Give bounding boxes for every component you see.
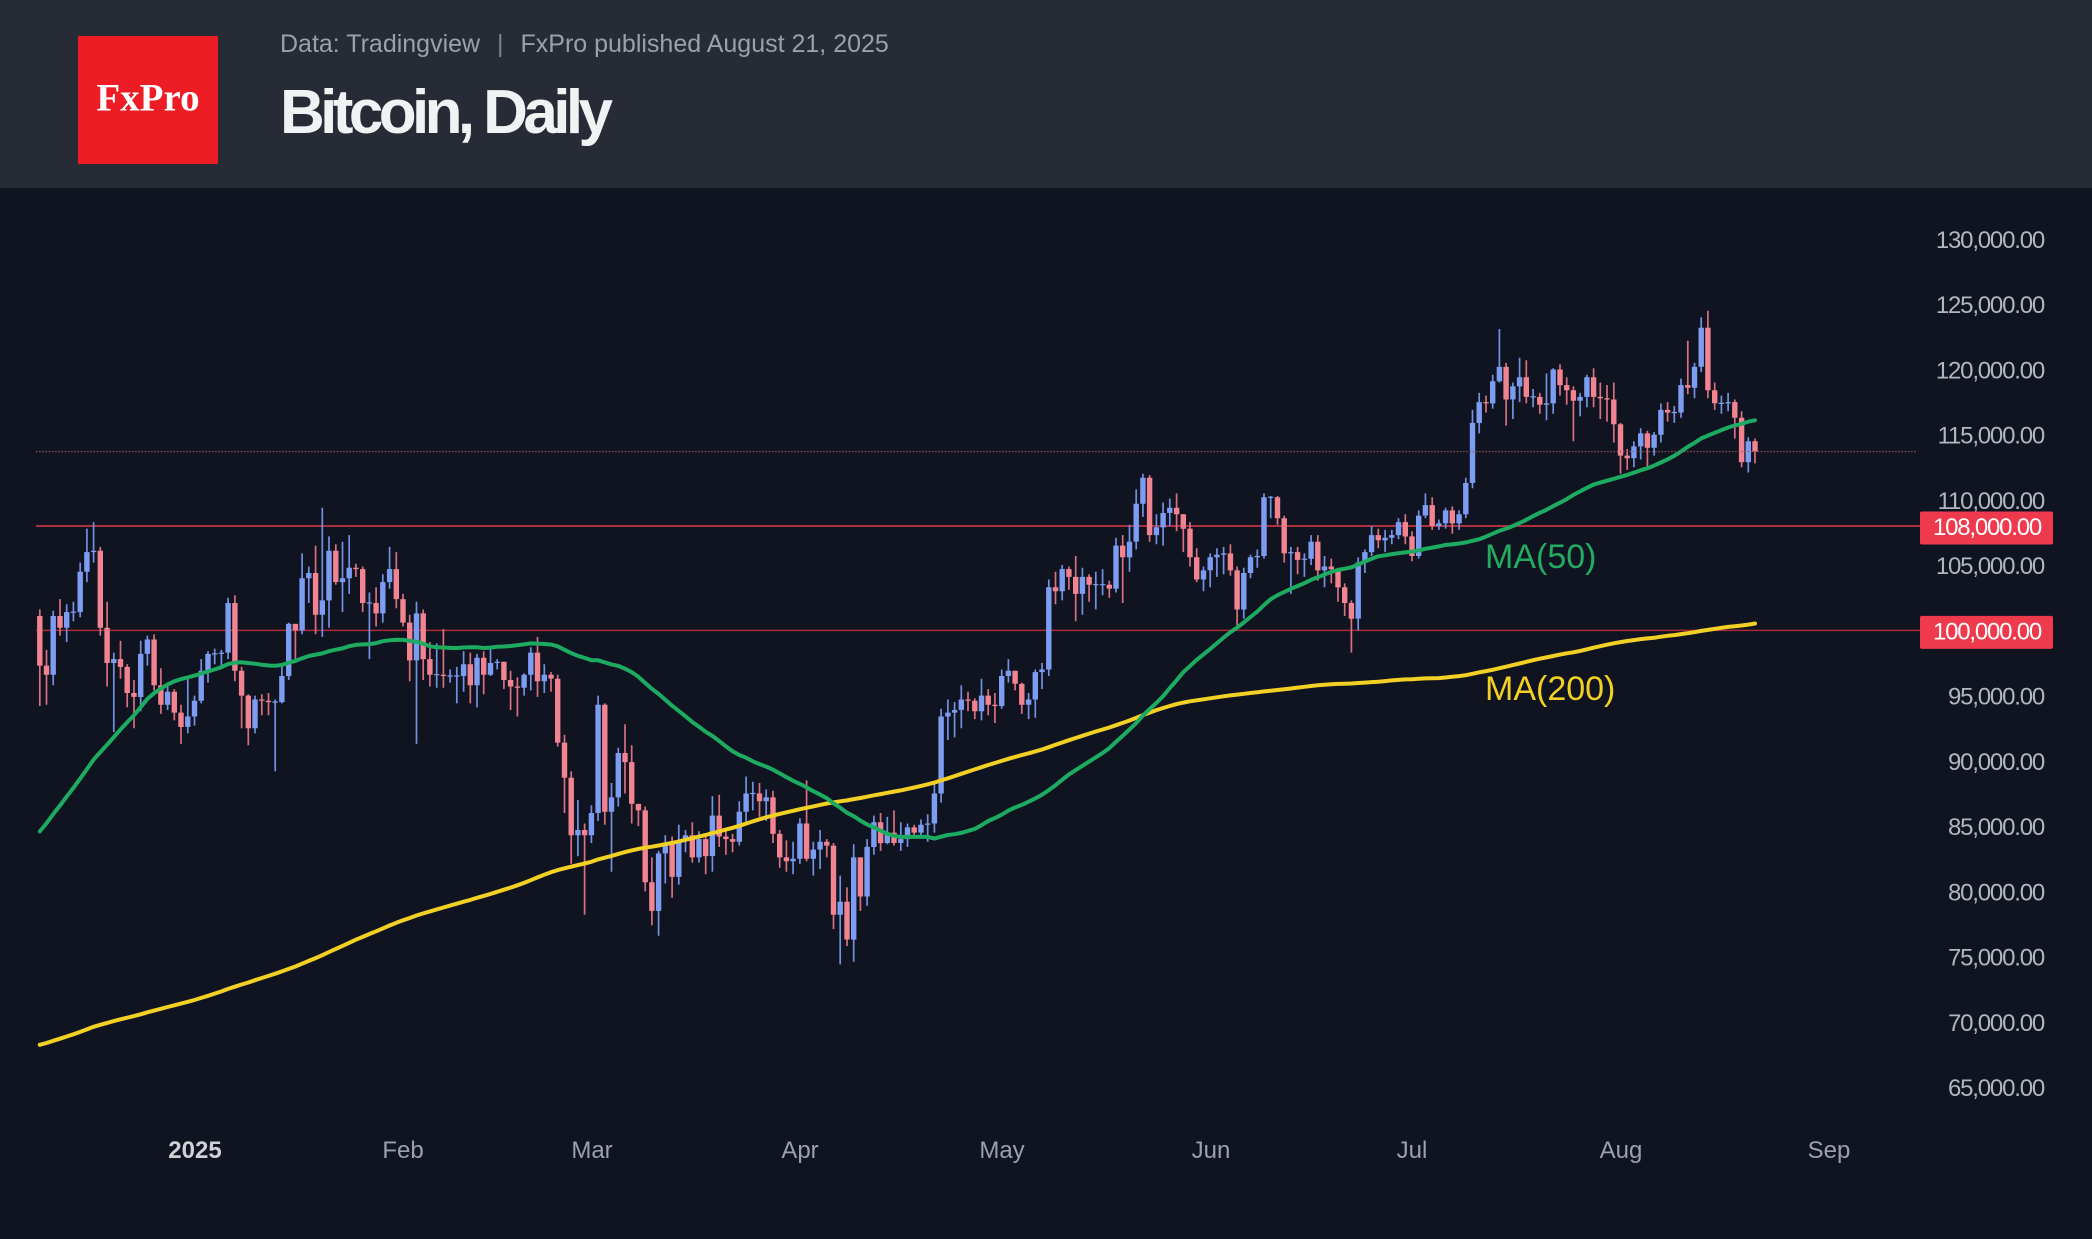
svg-text:100,000.00: 100,000.00 xyxy=(1933,618,2042,645)
svg-text:75,000.00: 75,000.00 xyxy=(1948,945,2045,972)
svg-text:115,000.00: 115,000.00 xyxy=(1938,423,2045,450)
svg-text:95,000.00: 95,000.00 xyxy=(1948,684,2045,711)
svg-text:Jul: Jul xyxy=(1397,1137,1428,1164)
svg-text:Feb: Feb xyxy=(382,1137,423,1164)
svg-text:125,000.00: 125,000.00 xyxy=(1936,292,2045,319)
svg-text:Jun: Jun xyxy=(1192,1137,1231,1164)
svg-text:Sep: Sep xyxy=(1808,1137,1851,1164)
svg-text:MA(50): MA(50) xyxy=(1485,538,1596,576)
svg-text:105,000.00: 105,000.00 xyxy=(1936,553,2045,580)
svg-text:70,000.00: 70,000.00 xyxy=(1948,1010,2045,1037)
svg-text:80,000.00: 80,000.00 xyxy=(1948,879,2045,906)
svg-text:108,000.00: 108,000.00 xyxy=(1933,514,2042,541)
svg-text:90,000.00: 90,000.00 xyxy=(1948,749,2045,776)
svg-text:120,000.00: 120,000.00 xyxy=(1936,358,2045,385)
svg-text:Aug: Aug xyxy=(1600,1137,1643,1164)
svg-text:65,000.00: 65,000.00 xyxy=(1948,1075,2045,1102)
svg-text:May: May xyxy=(979,1137,1024,1164)
svg-text:85,000.00: 85,000.00 xyxy=(1948,814,2045,841)
svg-text:110,000.00: 110,000.00 xyxy=(1938,488,2045,515)
svg-text:MA(200): MA(200) xyxy=(1485,670,1615,708)
svg-text:2025: 2025 xyxy=(168,1137,221,1164)
svg-text:Mar: Mar xyxy=(571,1137,612,1164)
svg-text:130,000.00: 130,000.00 xyxy=(1936,227,2045,254)
svg-text:Apr: Apr xyxy=(781,1137,818,1164)
